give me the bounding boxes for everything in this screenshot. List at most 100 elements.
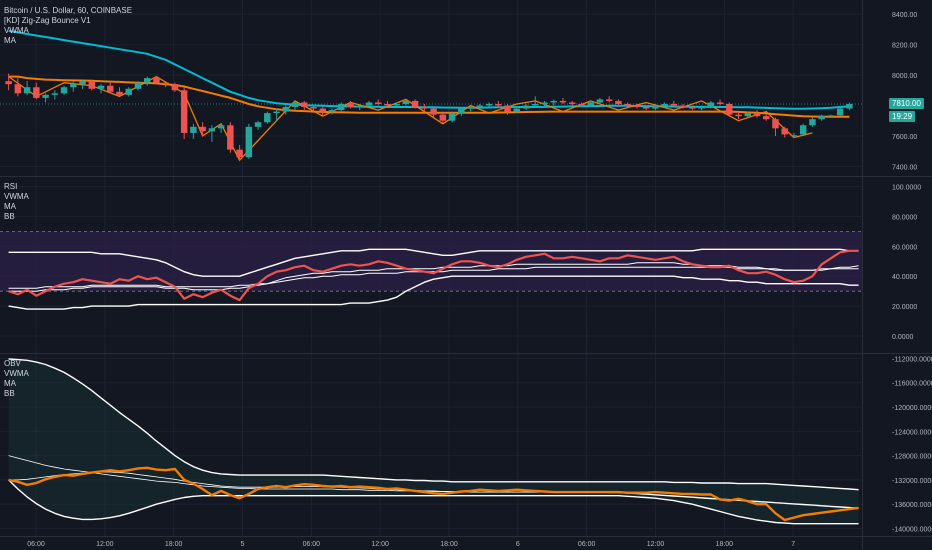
- y-tick-label: 40.0000: [892, 274, 917, 281]
- candle-body: [541, 102, 548, 104]
- candle-body: [411, 100, 419, 108]
- candle: [652, 103, 659, 111]
- candle-body: [485, 103, 493, 106]
- obv-bb-fill: [8, 359, 859, 524]
- candle: [51, 90, 59, 100]
- obv-legend: OBV VWMA MA BB: [4, 359, 29, 399]
- y-tick-label: 60.0000: [892, 244, 917, 251]
- candle-body: [365, 102, 373, 106]
- candle-body: [790, 135, 798, 137]
- candle: [402, 99, 410, 106]
- candle: [735, 111, 742, 120]
- x-tick-label: 18:00: [165, 541, 183, 548]
- candle: [827, 114, 835, 118]
- candle-body: [5, 81, 12, 85]
- candle: [458, 107, 465, 117]
- candle: [661, 102, 668, 108]
- candle: [421, 103, 428, 112]
- candle-body: [827, 115, 835, 117]
- candle-body: [42, 94, 49, 98]
- candle: [217, 123, 225, 133]
- indicator-obv-ma-label[interactable]: MA: [4, 379, 16, 388]
- candle: [642, 105, 650, 111]
- candle-body: [402, 100, 410, 104]
- candle-body: [245, 126, 253, 158]
- candle: [605, 96, 613, 103]
- candle: [190, 123, 197, 139]
- indicator-rsi-label[interactable]: RSI: [4, 182, 18, 191]
- symbol-title[interactable]: Bitcoin / U.S. Dollar, 60, COINBASE: [4, 6, 133, 15]
- indicator-ma-label[interactable]: MA: [4, 36, 16, 45]
- candle: [670, 100, 678, 108]
- candle: [384, 100, 391, 108]
- candle: [698, 105, 705, 111]
- candle-body: [162, 82, 169, 85]
- candle: [467, 105, 474, 112]
- candle-body: [23, 87, 31, 94]
- candle-body: [781, 128, 788, 135]
- candle: [14, 78, 22, 97]
- candle-body: [125, 88, 132, 95]
- candle-body: [698, 107, 705, 109]
- candle: [809, 117, 816, 127]
- candle-body: [522, 105, 530, 109]
- indicator-obv-vwma-label[interactable]: VWMA: [4, 369, 29, 378]
- y-tick-label: -112000.0000: [892, 356, 932, 363]
- candle: [448, 111, 456, 123]
- candle-body: [818, 116, 825, 120]
- candle: [356, 103, 363, 111]
- candle: [799, 123, 807, 136]
- y-tick-label: 8400.00: [892, 12, 917, 19]
- y-tick-label: -132000.0000: [892, 478, 932, 485]
- candle-body: [51, 93, 59, 95]
- indicator-rsi-vwma-label[interactable]: VWMA: [4, 192, 29, 201]
- y-tick-label: -124000.0000: [892, 429, 932, 436]
- indicator-zigzag-label[interactable]: [KD] Zig-Zag Bounce V1: [4, 16, 91, 25]
- x-tick-label: 5: [241, 541, 245, 548]
- indicator-obv-bb-label[interactable]: BB: [4, 389, 15, 398]
- last-price-tag: 7810.00: [889, 98, 924, 109]
- candle: [337, 102, 345, 112]
- candle: [282, 105, 290, 115]
- candle: [716, 99, 724, 106]
- candle: [439, 111, 447, 124]
- candle-body: [79, 81, 86, 85]
- rsi-zone: [0, 231, 862, 292]
- y-tick-label: 100.0000: [892, 184, 921, 191]
- candle: [818, 114, 825, 121]
- candle-body: [254, 122, 262, 127]
- candle-body: [33, 87, 40, 98]
- y-tick-label: 0.0000: [892, 334, 914, 341]
- y-tick-label: 20.0000: [892, 304, 917, 311]
- candle-body: [264, 113, 271, 123]
- candle: [365, 100, 373, 108]
- candle: [615, 99, 622, 106]
- candle-body: [587, 102, 594, 106]
- last-price-value: 7810.00: [892, 99, 921, 108]
- x-tick-label: 06:00: [27, 541, 45, 548]
- candle-body: [153, 78, 160, 83]
- candle: [116, 87, 123, 97]
- candle: [301, 100, 308, 111]
- candle-body: [14, 84, 22, 94]
- indicator-rsi-bb-label[interactable]: BB: [4, 212, 15, 221]
- candle: [541, 100, 548, 108]
- candle-body: [504, 105, 511, 112]
- candle-body: [633, 105, 641, 108]
- candle: [707, 100, 715, 109]
- y-tick-label: 80.0000: [892, 214, 917, 221]
- candle-body: [716, 102, 724, 104]
- candle: [227, 122, 234, 153]
- x-tick-label: 12:00: [371, 541, 389, 548]
- candle: [772, 117, 779, 136]
- indicator-obv-label[interactable]: OBV: [4, 359, 21, 368]
- candle: [744, 111, 751, 118]
- indicator-vwma-label[interactable]: VWMA: [4, 26, 29, 35]
- candle: [347, 100, 354, 109]
- candle-body: [679, 105, 687, 108]
- candle-body: [70, 84, 77, 88]
- indicator-rsi-ma-label[interactable]: MA: [4, 202, 16, 211]
- candle: [97, 84, 105, 94]
- candle-body: [846, 103, 853, 109]
